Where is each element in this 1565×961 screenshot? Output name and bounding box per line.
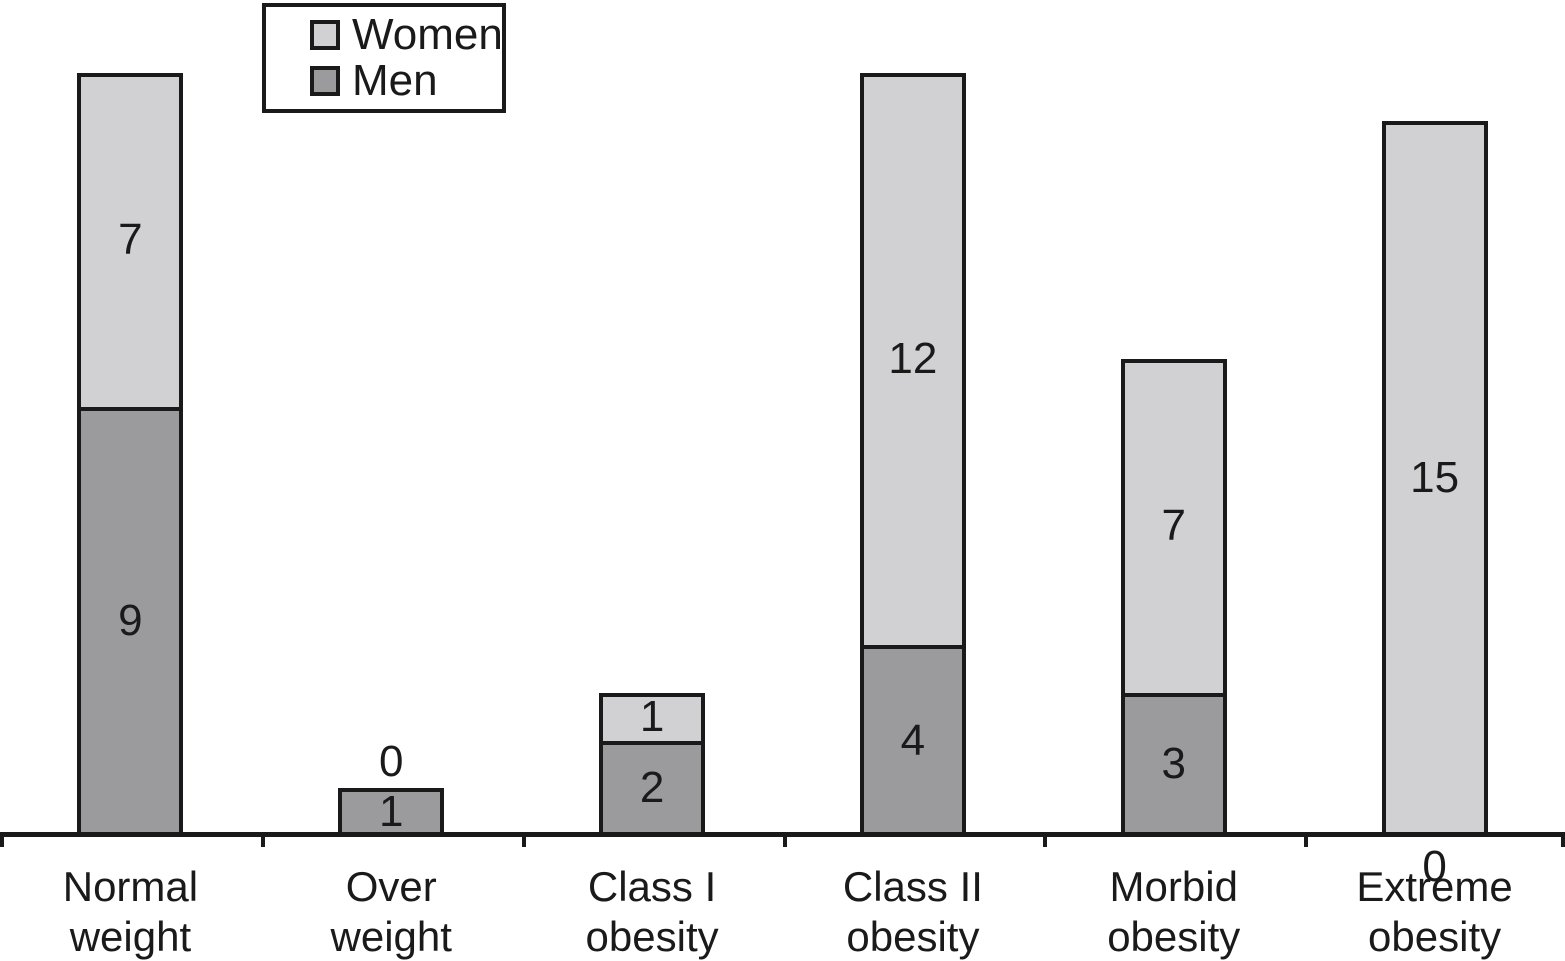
category-label-extreme-obesity: Extreme obesity — [1356, 863, 1513, 960]
men-color-swatch — [310, 66, 340, 96]
axis-tick-5 — [1304, 832, 1309, 847]
women-color-swatch — [310, 20, 340, 50]
bar-segment-women-normal-weight — [77, 72, 184, 411]
bar-segment-men-morbid-obesity — [1120, 692, 1227, 836]
legend-label-men: Men — [352, 56, 438, 105]
legend: Women Men — [262, 3, 506, 113]
legend-item-women: Women — [310, 10, 503, 59]
bar-segment-men-class-ii-obesity — [859, 645, 966, 836]
legend-item-men: Men — [310, 59, 502, 103]
bar-segment-women-morbid-obesity — [1120, 359, 1227, 697]
axis-tick-1 — [260, 832, 265, 847]
bar-segment-men-class-i-obesity — [599, 740, 706, 836]
bar-segment-men-over-weight — [338, 788, 445, 836]
category-label-class-ii-obesity: Class II obesity — [842, 863, 983, 960]
bar-segment-women-extreme-obesity — [1381, 120, 1488, 836]
bar-segment-women-class-i-obesity — [599, 692, 706, 745]
axis-tick-4 — [1043, 832, 1048, 847]
category-label-morbid-obesity: Morbid obesity — [1107, 863, 1241, 960]
bar-segment-women-class-ii-obesity — [859, 72, 966, 650]
axis-tick-3 — [782, 832, 787, 847]
bar-extreme-obesity: 15 0 — [1381, 120, 1488, 891]
bar-class-ii-obesity: 12 4 — [859, 72, 966, 836]
axis-tick-2 — [521, 832, 526, 847]
category-label-normal-weight: Normal weight — [62, 863, 199, 960]
legend-label-women: Women — [352, 10, 503, 59]
bar-segment-men-normal-weight — [77, 406, 184, 836]
category-label-over-weight: Over weight — [330, 863, 452, 960]
value-label-women-over-weight: 0 — [379, 737, 404, 787]
axis-tick-0 — [0, 832, 4, 847]
axis-tick-6 — [1561, 832, 1565, 847]
